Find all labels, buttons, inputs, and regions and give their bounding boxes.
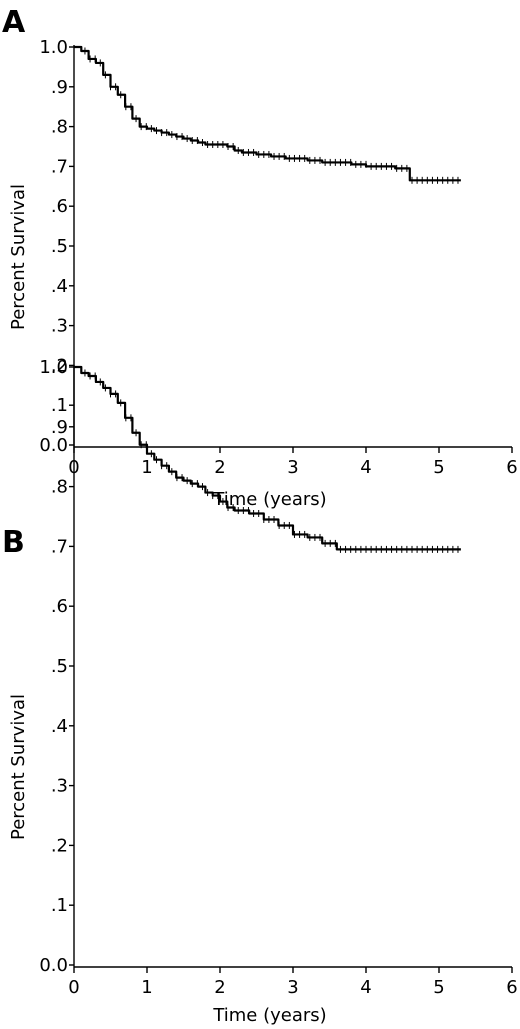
y-tick-label: .9 bbox=[51, 417, 68, 438]
y-tick-label: .4 bbox=[51, 276, 68, 297]
x-tick-label: 2 bbox=[214, 457, 225, 478]
x-axis-title: Time (years) bbox=[212, 489, 326, 510]
y-tick-label: .7 bbox=[51, 156, 68, 177]
y-tick-label: .2 bbox=[51, 355, 68, 376]
y-tick-label: .7 bbox=[51, 536, 68, 557]
y-tick-label: .3 bbox=[51, 316, 68, 337]
y-tick-label: 0.0 bbox=[39, 435, 68, 456]
x-tick-label: 3 bbox=[287, 457, 298, 478]
censor-marks bbox=[84, 369, 459, 553]
x-tick-label: 2 bbox=[214, 977, 225, 998]
x-tick-label: 6 bbox=[506, 457, 517, 478]
x-tick-label: 4 bbox=[360, 457, 371, 478]
y-axis-title: Percent Survival bbox=[8, 184, 29, 330]
y-tick-label: .5 bbox=[51, 236, 68, 257]
y-tick-label: .1 bbox=[51, 895, 68, 916]
x-tick-label: 0 bbox=[68, 977, 79, 998]
x-tick-label: 5 bbox=[433, 977, 444, 998]
x-tick-label: 6 bbox=[506, 977, 517, 998]
x-tick-label: 1 bbox=[141, 977, 152, 998]
y-tick-label: 1.0 bbox=[39, 357, 68, 378]
y-tick-label: .6 bbox=[51, 596, 68, 617]
y-tick-label: .4 bbox=[51, 716, 68, 737]
survival-curve bbox=[74, 365, 461, 551]
survival-curve bbox=[74, 45, 461, 182]
y-tick-label: 1.0 bbox=[39, 37, 68, 58]
y-tick-label: .8 bbox=[51, 117, 68, 138]
x-tick-label: 5 bbox=[433, 457, 444, 478]
y-axis-title: Percent Survival bbox=[8, 694, 29, 840]
y-tick-label: .8 bbox=[51, 477, 68, 498]
y-tick-label: .6 bbox=[51, 196, 68, 217]
panel-label: A bbox=[2, 5, 26, 40]
y-tick-label: .9 bbox=[51, 77, 68, 98]
x-tick-label: 1 bbox=[141, 457, 152, 478]
y-tick-label: .3 bbox=[51, 776, 68, 797]
y-tick-label: .5 bbox=[51, 656, 68, 677]
y-tick-label: .1 bbox=[51, 395, 68, 416]
y-tick-label: .2 bbox=[51, 835, 68, 856]
x-axis-title: Time (years) bbox=[212, 1005, 326, 1026]
x-tick-label: 4 bbox=[360, 977, 371, 998]
panel-label: B bbox=[2, 525, 25, 560]
x-tick-label: 3 bbox=[287, 977, 298, 998]
chart-panel-b: B 0.0 .1 .2 .3 .4 .5 .6 .7 .8 .9 1.0 0 1 2 3 4 5 6 Time (ye… bbox=[2, 357, 518, 1026]
y-tick-label: 0.0 bbox=[39, 955, 68, 976]
censor-marks bbox=[84, 47, 459, 184]
